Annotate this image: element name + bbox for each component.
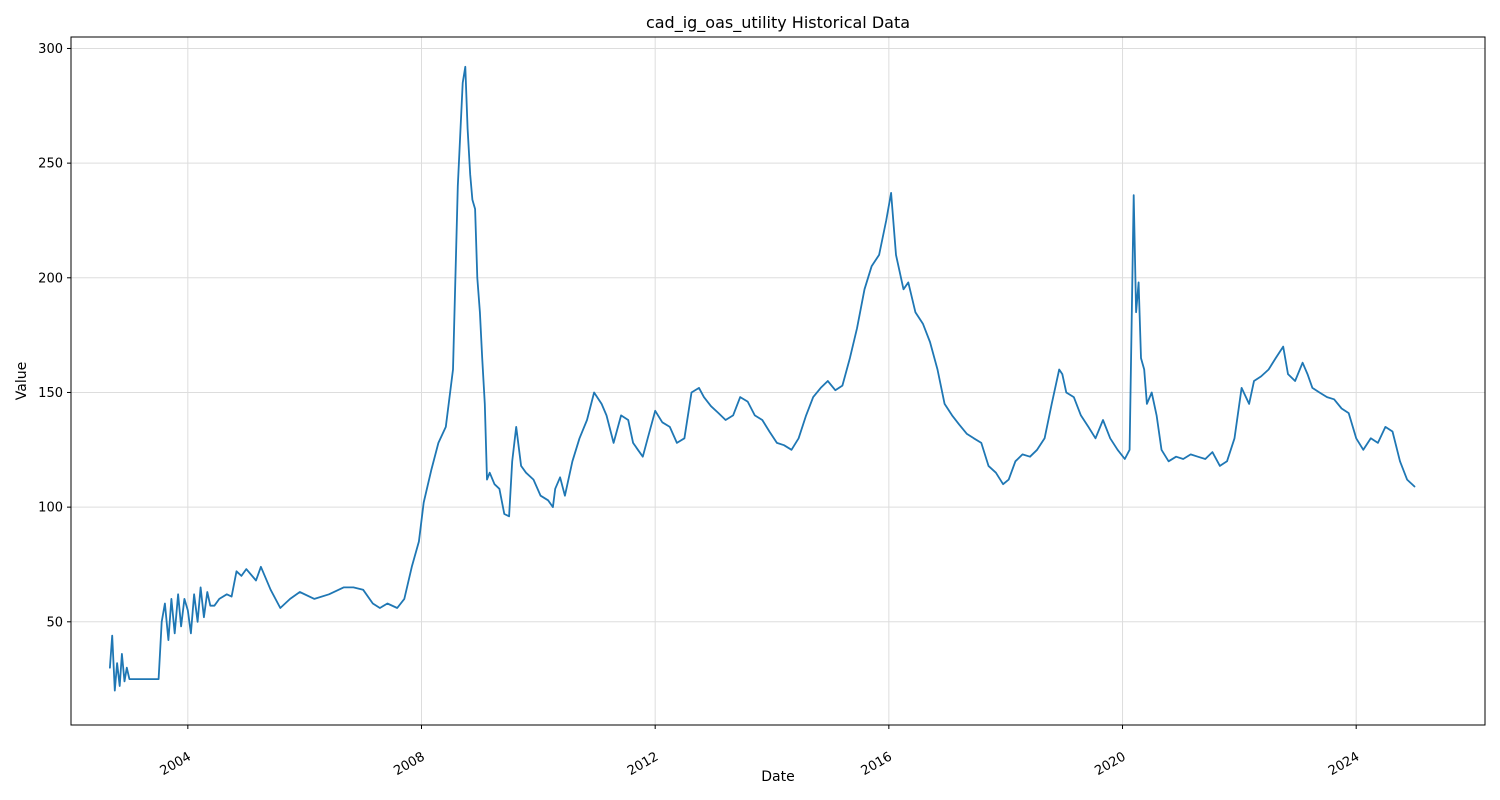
grid — [71, 37, 1485, 725]
x-tick-label: 2020 — [1092, 749, 1128, 779]
y-tick-label: 100 — [38, 501, 63, 516]
y-tick-label: 150 — [38, 386, 63, 401]
y-tick-label: 200 — [38, 271, 63, 286]
x-tick-label: 2016 — [859, 749, 895, 779]
series-layer — [109, 65, 1416, 692]
plot-frame — [70, 36, 1486, 726]
x-axis: 2004 2008 2012 2016 2020 2024 — [158, 725, 1362, 779]
x-tick-label: 2012 — [625, 749, 661, 779]
series-line — [109, 65, 1416, 692]
y-axis-title: Value — [14, 362, 30, 400]
y-axis: 50 100 150 200 250 300 — [38, 42, 71, 630]
x-tick-label: 2004 — [158, 749, 194, 779]
y-tick-label: 300 — [38, 42, 63, 57]
y-tick-label: 250 — [38, 157, 63, 172]
x-tick-label: 2024 — [1326, 749, 1362, 779]
y-tick-label: 50 — [46, 615, 63, 630]
x-axis-title: Date — [761, 769, 794, 785]
x-tick-label: 2008 — [391, 749, 427, 779]
chart-title: cad_ig_oas_utility Historical Data — [646, 13, 910, 33]
